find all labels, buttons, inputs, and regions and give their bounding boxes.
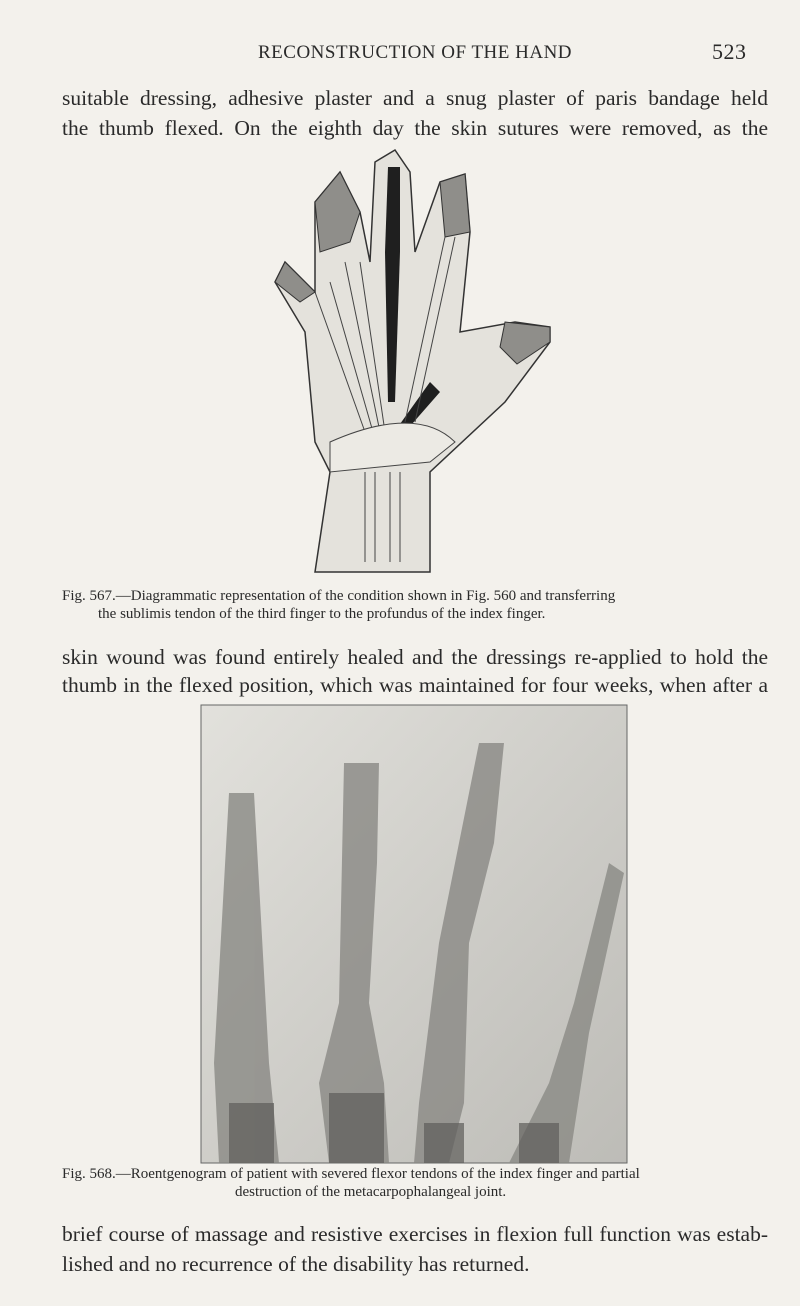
hand-diagram <box>274 148 551 573</box>
figure-caption: destruction of the metacarpophalangeal j… <box>235 1184 507 1200</box>
figure-caption: the sublimis tendon of the third finger … <box>98 606 546 622</box>
figure-caption: Fig. 568.—Roentgenogram of patient with … <box>62 1166 640 1182</box>
text-line: lished and no recurrence of the disabili… <box>62 1252 530 1276</box>
text-line: skin wound was found entirely healed and… <box>62 645 768 669</box>
text-line: thumb in the flexed position, which was … <box>62 673 768 697</box>
figure-caption: Fig. 567.—Diagrammatic representation of… <box>62 588 616 604</box>
roentgenogram <box>200 704 628 1164</box>
text-line: the thumb flexed. On the eighth day the … <box>62 116 768 140</box>
text-line: suitable dressing, adhesive plaster and … <box>62 86 768 110</box>
page-number: 523 <box>712 39 747 64</box>
text-line: brief course of massage and resistive ex… <box>62 1222 768 1246</box>
running-head: RECONSTRUCTION OF THE HAND <box>258 42 573 63</box>
